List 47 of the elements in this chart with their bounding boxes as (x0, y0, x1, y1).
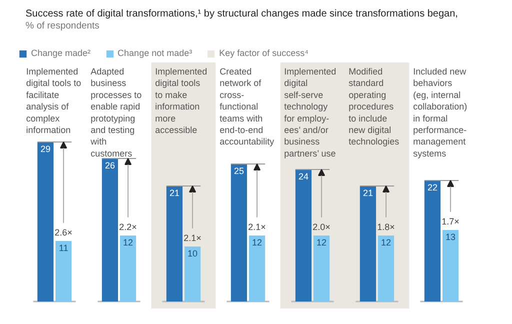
bar (442, 230, 459, 302)
bar (360, 186, 376, 302)
data-label: 24 (298, 171, 308, 182)
data-label: 12 (252, 237, 262, 248)
data-label: 12 (123, 237, 134, 248)
legend-label: Change not made³ (118, 48, 192, 58)
bar (166, 186, 183, 302)
bar (295, 170, 312, 302)
data-label: 21 (362, 188, 373, 198)
x-tick-label: Created network of cross- functional teams with end-to-end accountability (220, 66, 275, 147)
data-label: 13 (446, 232, 456, 242)
data-label: 21 (169, 188, 180, 198)
x-tick-label: Implemented digital tools to make information more accessible (155, 66, 208, 135)
annotation: 1.8× (377, 222, 395, 232)
data-label: 29 (40, 144, 50, 154)
legend-label: Key factor of success⁴ (219, 48, 309, 58)
data-label: 12 (316, 237, 327, 248)
annotation: 2.1× (184, 233, 202, 244)
x-tick-label: Adapted business processes to enable rapid prototyping and testing with customers (90, 66, 142, 158)
bar (248, 236, 266, 302)
bar (37, 142, 54, 302)
bar (102, 158, 118, 302)
bar (120, 236, 136, 302)
bar (184, 246, 201, 302)
data-label: 26 (104, 160, 115, 170)
chart-title: Success rate of digital transformations,¹ by structural changes made since transformations began, (26, 8, 458, 20)
bar (55, 241, 72, 302)
annotation: 2.2× (119, 222, 137, 232)
bar (424, 180, 441, 302)
bar (313, 236, 330, 302)
annotation: 2.1× (248, 222, 266, 232)
bar (230, 164, 248, 302)
data-label: 10 (188, 248, 198, 258)
data-label: 12 (381, 237, 392, 248)
x-tick-label: Implemented digital self-serve technology for employ- ees’ and/or business partners’ use (284, 66, 336, 158)
x-tick-label: Implemented digital tools to facilitate analysis of complex information (26, 66, 82, 135)
x-tick-label: Modified standard operating procedures to include new digital technologies (348, 66, 400, 147)
data-label: 25 (234, 166, 244, 176)
x-tick-label: Included new behaviors (eg, internal collaboration) in formal performance- management systems (413, 66, 468, 158)
data-label: 22 (427, 182, 438, 192)
annotation: 2.6× (54, 228, 72, 238)
annotation: 2.0× (312, 222, 330, 232)
data-label: 11 (58, 242, 68, 253)
bar (378, 236, 394, 302)
chart-subtitle: % of respondents (26, 20, 100, 32)
annotation: 1.7× (442, 216, 460, 227)
legend-label: Change made² (31, 48, 91, 58)
